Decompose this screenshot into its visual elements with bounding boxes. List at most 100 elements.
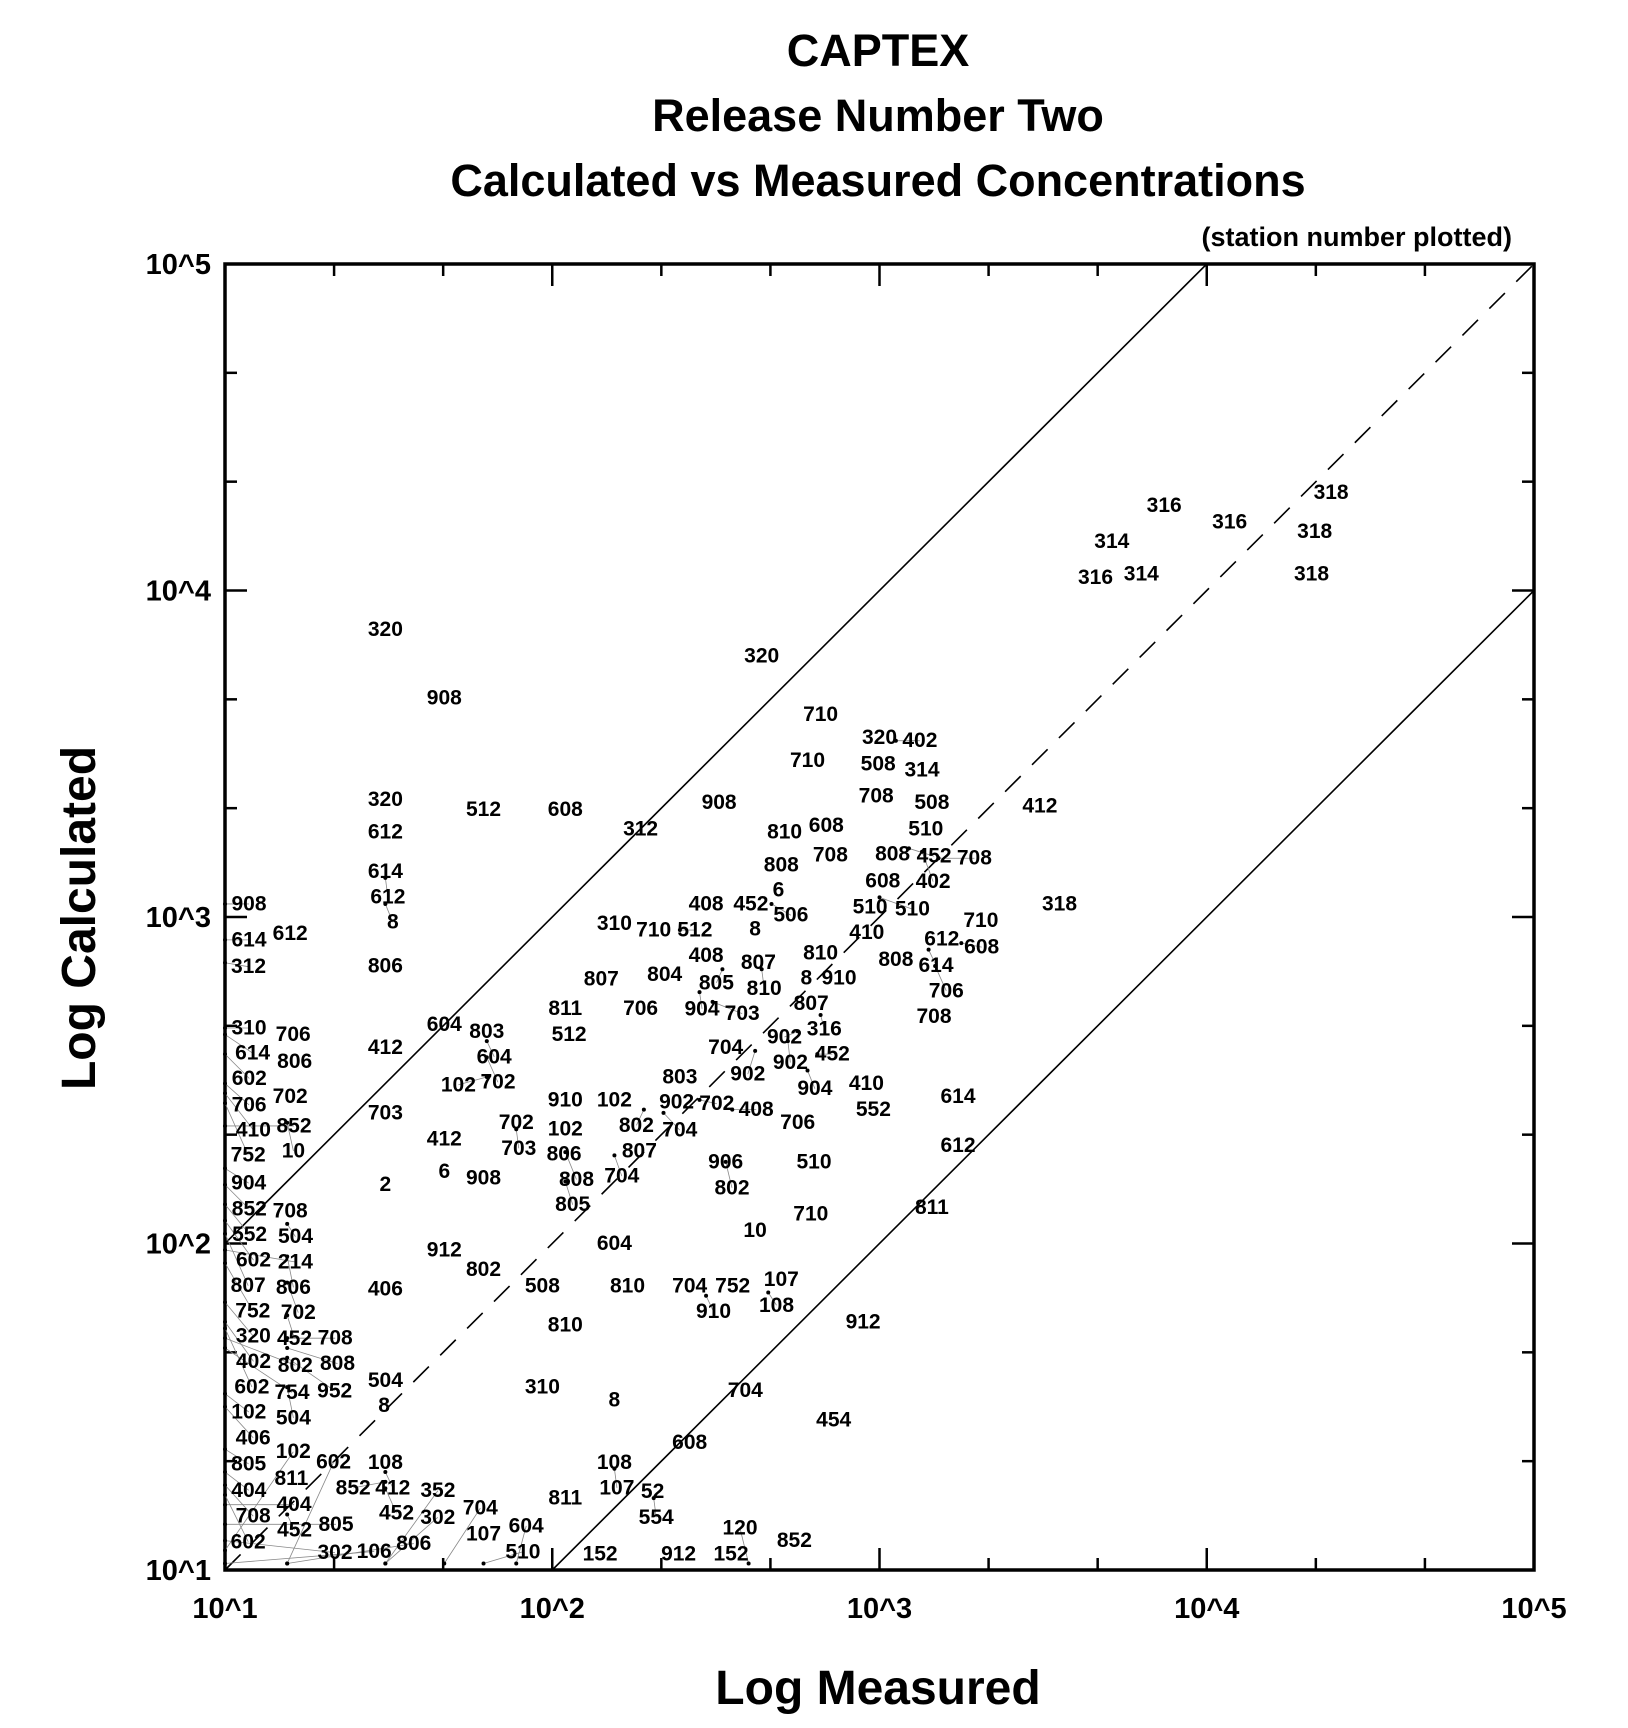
label-leader-line	[771, 903, 792, 916]
data-point-marker	[815, 1052, 820, 1057]
label-leader-line	[564, 1151, 577, 1180]
data-point-station-label: 804	[647, 963, 682, 986]
data-point-station-label: 805	[699, 971, 734, 994]
data-point-station-label: 320	[862, 726, 897, 749]
data-point-station-label: 702	[499, 1111, 534, 1134]
data-point-marker	[223, 1123, 227, 1128]
data-point-station-label: 807	[231, 1274, 266, 1297]
label-leader-line	[286, 1461, 334, 1564]
data-point-station-label: 8	[800, 966, 812, 989]
data-point-station-label: 412	[427, 1128, 462, 1151]
label-leader-line	[699, 992, 703, 1009]
data-point-station-label: 152	[713, 1542, 748, 1565]
data-point-station-label: 410	[849, 921, 884, 944]
data-point-station-label: 708	[273, 1199, 308, 1222]
data-point-marker	[563, 1150, 568, 1155]
data-point-marker	[285, 1221, 290, 1226]
data-point-station-label: 312	[231, 955, 266, 978]
data-point-marker	[514, 1127, 519, 1132]
label-leader-line	[224, 1262, 254, 1312]
data-point-marker	[223, 1326, 227, 1331]
label-leader-line	[286, 1282, 299, 1313]
chart-title-line-1: CAPTEX	[787, 25, 970, 76]
data-point-station-label: 320	[368, 788, 403, 811]
y-tick-labels: 10^1 10^2 10^3 10^4 10^5	[146, 249, 211, 1587]
data-point-station-label: 314	[1124, 563, 1159, 586]
data-point-station-label: 318	[1294, 563, 1329, 586]
label-leader-line	[961, 942, 982, 948]
data-point-station-label: 512	[552, 1023, 587, 1046]
data-point-station-label: 454	[816, 1408, 851, 1431]
data-point-station-label: 512	[677, 919, 712, 942]
data-point-marker	[563, 1179, 568, 1184]
data-point-marker	[936, 856, 941, 861]
data-point-station-label: 608	[865, 870, 900, 893]
data-point-marker	[223, 1166, 227, 1171]
label-leader-line	[820, 1014, 825, 1030]
label-leader-line	[784, 1030, 798, 1038]
reference-line-over	[224, 263, 1208, 1245]
data-point-marker	[514, 1561, 519, 1566]
data-point-marker	[223, 1261, 227, 1266]
data-point-marker	[285, 1254, 290, 1259]
label-leader-line	[515, 1129, 520, 1149]
data-point-marker	[285, 1280, 290, 1285]
data-point-station-label: 811	[548, 1487, 582, 1510]
data-point-marker	[285, 1512, 290, 1517]
data-point-station-label: 404	[231, 1479, 266, 1502]
data-point-marker	[677, 928, 682, 933]
data-point-marker	[223, 1470, 227, 1475]
data-point-station-label: 318	[1297, 520, 1332, 543]
x-tick-label: 10^4	[1174, 1593, 1239, 1625]
data-point-station-label: 608	[548, 798, 583, 821]
data-point-station-label: 807	[741, 951, 776, 974]
data-point-marker	[720, 967, 725, 972]
label-leader-line	[636, 1109, 645, 1126]
data-point-station-label: 708	[859, 785, 894, 808]
label-leader-line	[224, 1540, 336, 1554]
data-point-station-label: 708	[236, 1505, 271, 1528]
data-point-marker	[223, 1300, 227, 1305]
data-point-station-label: 310	[525, 1376, 560, 1399]
data-point-marker	[442, 1561, 447, 1566]
data-point-station-label: 8	[749, 918, 761, 941]
data-point-marker	[223, 1447, 227, 1452]
data-point-station-label: 806	[547, 1143, 582, 1166]
x-tick-label: 10^1	[192, 1593, 257, 1625]
data-point-station-label: 612	[370, 885, 405, 908]
label-leader-line	[712, 1001, 743, 1014]
data-point-station-label: 752	[235, 1300, 270, 1323]
data-point-station-label: 120	[722, 1517, 757, 1540]
data-point-station-label: 908	[702, 791, 737, 814]
data-point-station-label: 508	[861, 753, 896, 776]
y-axis-label: Log Calculated	[53, 746, 106, 1090]
data-point-station-label: 752	[715, 1274, 750, 1297]
data-point-station-label: 910	[548, 1088, 583, 1111]
data-point-marker	[223, 1502, 227, 1507]
data-point-station-label: 314	[904, 759, 939, 782]
data-point-station-label: 604	[509, 1514, 544, 1537]
data-point-station-label: 107	[466, 1523, 501, 1546]
data-point-marker	[723, 1159, 728, 1164]
chart-subtitle: (station number plotted)	[1202, 222, 1512, 252]
label-leader-line	[384, 877, 389, 897]
data-point-marker	[697, 1097, 702, 1102]
data-point-marker	[383, 1561, 388, 1566]
reference-line-one-to-one	[224, 263, 1535, 1571]
data-point-station-label: 102	[548, 1118, 583, 1141]
data-point-station-label: 108	[368, 1451, 403, 1474]
data-point-station-label: 8	[609, 1389, 621, 1412]
chart-title-line-2: Release Number Two	[652, 90, 1104, 141]
data-point-station-label: 703	[368, 1101, 403, 1124]
data-point-station-label: 510	[908, 817, 943, 840]
data-point-station-label: 852	[336, 1476, 371, 1499]
data-point-marker	[223, 1336, 227, 1341]
label-leader-line	[458, 1076, 487, 1086]
label-leader-line	[921, 851, 934, 882]
data-point-station-label: 702	[273, 1085, 308, 1108]
data-point-station-label: 902	[773, 1051, 808, 1074]
data-point-station-label: 410	[849, 1072, 884, 1095]
data-point-marker	[661, 1110, 666, 1115]
label-leader-line	[384, 1488, 397, 1514]
